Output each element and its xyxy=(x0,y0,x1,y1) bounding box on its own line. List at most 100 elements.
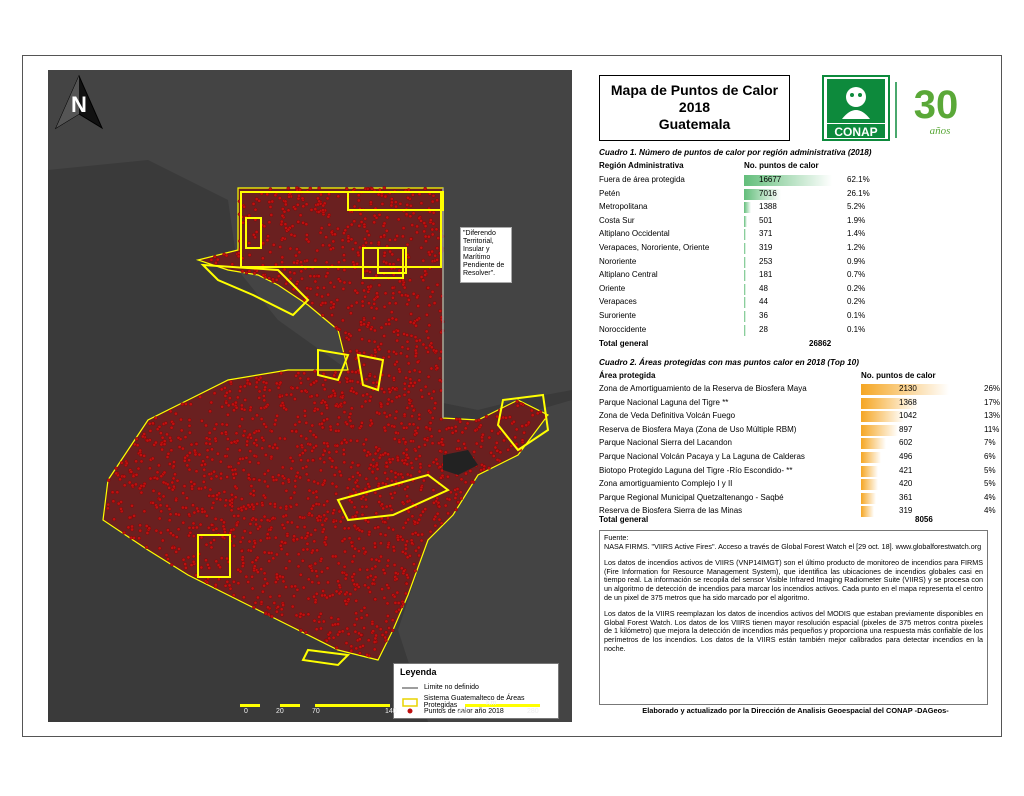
hotspot-dot xyxy=(200,419,204,423)
hotspot-dot xyxy=(233,495,238,499)
table1-row: Altiplano Occidental 371 1.4% xyxy=(599,228,989,241)
hotspot-dot xyxy=(475,441,479,446)
hotspot-dot xyxy=(169,531,173,535)
hotspot-dot xyxy=(165,432,169,437)
table2-databar xyxy=(861,452,882,463)
hotspot-dot xyxy=(440,468,444,473)
hotspot-dot xyxy=(289,466,294,471)
hotspot-dot xyxy=(262,514,267,519)
table1-name: Metropolitana xyxy=(599,202,648,212)
hotspot-dot xyxy=(262,394,266,398)
hotspot-dot xyxy=(134,473,139,477)
hotspot-dot xyxy=(355,349,359,353)
hotspot-dot xyxy=(329,427,333,432)
table2-name: Parque Regional Municipal Quetzaltenango… xyxy=(599,492,784,502)
hotspot-dot xyxy=(225,423,229,427)
hotspot-dot xyxy=(391,545,396,549)
hotspot-dot xyxy=(348,418,353,423)
hotspot-dot xyxy=(405,242,410,247)
hotspot-dot xyxy=(367,233,371,237)
hotspot-dot xyxy=(159,442,164,447)
hotspot-dot xyxy=(202,474,207,478)
hotspot-dot xyxy=(315,393,319,398)
hotspot-dot xyxy=(249,484,254,488)
hotspot-dot xyxy=(288,456,293,460)
table1-databar xyxy=(744,324,746,336)
hotspot-dot xyxy=(399,421,404,426)
hotspot-dot xyxy=(281,603,285,607)
hotspot-dot xyxy=(390,200,394,205)
hotspot-dot xyxy=(334,465,338,470)
hotspot-dot xyxy=(217,577,221,581)
hotspot-dot xyxy=(241,535,245,540)
hotspot-dot xyxy=(257,478,262,482)
protected-area-laguna xyxy=(200,263,310,317)
hotspot-dot xyxy=(346,370,351,374)
hotspot-dot xyxy=(212,391,217,395)
hotspot-dot xyxy=(380,387,384,391)
hotspot-dot xyxy=(264,425,268,429)
hotspot-dot xyxy=(166,452,171,456)
hotspot-map[interactable]: N "Diferendo Territorial, Insular y Marí… xyxy=(48,70,572,722)
hotspot-dot xyxy=(514,442,519,446)
hotspot-dot xyxy=(234,431,239,436)
hotspot-dot xyxy=(162,439,167,443)
hotspot-dot xyxy=(401,550,405,554)
gray-line-icon xyxy=(402,686,418,689)
hotspot-dot xyxy=(295,247,299,251)
hotspot-dot xyxy=(429,341,434,346)
hotspot-dot xyxy=(187,458,191,462)
hotspot-dot xyxy=(116,501,121,506)
hotspot-dot xyxy=(234,405,239,410)
hotspot-dot xyxy=(242,595,246,600)
hotspot-dot xyxy=(265,536,270,540)
hotspot-dot xyxy=(243,384,247,389)
hotspot-dot xyxy=(274,478,279,482)
table1-databar xyxy=(744,256,746,268)
hotspot-dot xyxy=(142,432,146,436)
info-panel: Mapa de Puntos de Calor 2018 Guatemala C… xyxy=(591,70,1000,722)
hotspot-dot xyxy=(245,443,249,447)
hotspot-dot xyxy=(183,459,187,463)
hotspot-dot xyxy=(303,536,308,540)
hotspot-dot xyxy=(263,495,267,500)
hotspot-dot xyxy=(223,394,228,398)
hotspot-dot xyxy=(205,455,210,459)
hotspot-dot xyxy=(292,234,297,238)
hotspot-dot xyxy=(290,224,295,228)
hotspot-dot xyxy=(181,557,186,562)
table2-name: Parque Nacional Laguna del Tigre ** xyxy=(599,397,729,407)
hotspot-dot xyxy=(300,196,305,201)
hotspot-dot xyxy=(240,407,244,411)
hotspot-dot xyxy=(247,476,251,480)
hotspot-dot xyxy=(144,545,149,549)
hotspot-dot xyxy=(147,526,152,531)
hotspot-dot xyxy=(411,211,416,216)
hotspot-dot xyxy=(324,274,328,279)
hotspot-dot xyxy=(312,380,316,385)
hotspot-dot xyxy=(492,454,496,458)
hotspot-dot xyxy=(224,253,229,258)
hotspot-dot xyxy=(269,454,274,459)
hotspot-dot xyxy=(441,443,445,447)
hotspot-dot xyxy=(353,546,357,551)
hotspot-dot xyxy=(280,213,285,218)
table2-value: 897 xyxy=(899,424,913,434)
hotspot-dot xyxy=(396,333,400,337)
hotspot-dot xyxy=(418,462,423,466)
hotspot-dot xyxy=(341,287,346,291)
hotspot-dot xyxy=(387,373,391,378)
hotspot-dot xyxy=(228,502,232,507)
hotspot-dot xyxy=(295,261,299,265)
hotspot-dot xyxy=(322,478,327,483)
hotspot-dot xyxy=(111,499,116,503)
hotspot-dot xyxy=(351,578,355,583)
table2-value: 1368 xyxy=(899,397,917,407)
protected-area-w xyxy=(245,217,262,249)
hotspot-dot xyxy=(244,271,249,275)
hotspot-dot xyxy=(421,509,425,514)
hotspot-dot xyxy=(374,476,379,481)
hotspot-dot xyxy=(437,504,442,509)
hotspot-dot xyxy=(280,613,284,617)
hotspot-dot xyxy=(379,541,383,545)
